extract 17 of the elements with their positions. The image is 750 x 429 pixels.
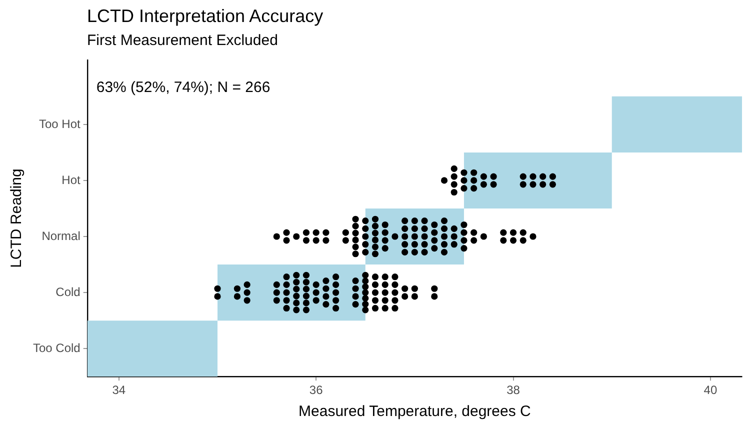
bar bbox=[87, 320, 218, 377]
y-tick-label: Cold bbox=[56, 284, 80, 299]
x-axis-title: Measured Temperature, degrees C bbox=[298, 403, 532, 420]
x-tick-label: 38 bbox=[506, 383, 520, 398]
y-tick-label: Too Hot bbox=[39, 116, 82, 131]
y-tick-label: Hot bbox=[62, 172, 82, 187]
x-tick-label: 34 bbox=[112, 383, 126, 398]
chart-subtitle: First Measurement Excluded bbox=[87, 32, 278, 49]
x-tick-label: 40 bbox=[704, 383, 718, 398]
bar bbox=[464, 152, 612, 208]
x-tick-label: 36 bbox=[309, 383, 324, 398]
annotation: 63% (52%, 74%); N = 266 bbox=[96, 79, 270, 96]
y-tick-label: Normal bbox=[42, 228, 80, 243]
chart-title: LCTD Interpretation Accuracy bbox=[87, 6, 324, 27]
y-axis-title: LCTD Reading bbox=[8, 168, 26, 268]
bar bbox=[612, 96, 742, 152]
y-tick-label: Too Cold bbox=[32, 340, 80, 355]
